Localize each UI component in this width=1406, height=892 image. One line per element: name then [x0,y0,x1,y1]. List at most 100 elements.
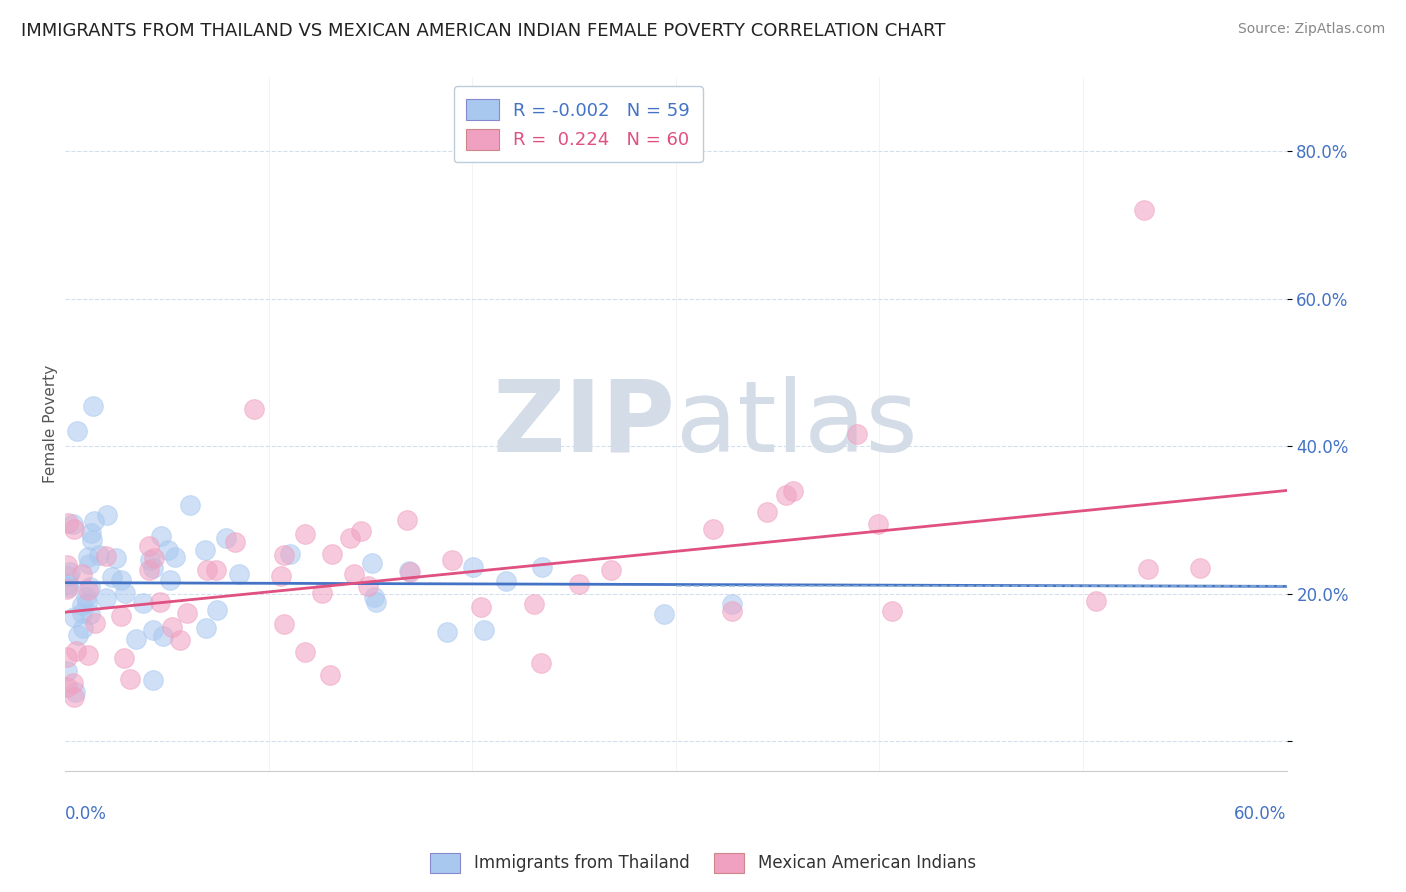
Point [568,577,591,591]
Point [56,569,79,583]
Point [242,402,264,417]
Text: 60.0%: 60.0% [1234,805,1286,823]
Point [62,517,84,532]
Point [143,550,166,565]
Point [311,586,333,600]
Point [63,610,86,624]
Point [70,598,93,612]
Point [294,526,316,541]
Point [110,573,132,587]
Point [775,488,797,502]
Point [56,680,79,694]
Point [65,425,87,439]
Point [150,529,173,543]
Point [63,690,86,705]
Point [94,591,117,605]
Point [1133,203,1156,218]
Point [721,597,744,611]
Point [62,676,84,690]
Point [101,570,124,584]
Point [82,399,104,413]
Point [474,624,496,638]
Point [339,531,361,545]
Point [77,583,100,598]
Point [523,597,546,611]
Point [176,606,198,620]
Point [205,603,228,617]
Point [530,656,553,670]
Point [83,615,105,630]
Point [77,648,100,662]
Point [63,685,86,699]
Point [530,560,553,574]
Point [56,582,79,596]
Point [72,622,94,636]
Point [357,579,380,593]
Text: 0.0%: 0.0% [65,805,107,823]
Point [228,567,250,582]
Point [152,629,174,643]
Point [77,550,100,565]
Point [194,543,217,558]
Point [75,590,97,604]
Point [63,522,86,536]
Point [702,522,724,536]
Point [364,594,387,608]
Point [224,535,246,549]
Point [96,508,118,522]
Point [273,549,295,563]
Point [270,569,292,583]
Point [1188,561,1211,575]
Text: IMMIGRANTS FROM THAILAND VS MEXICAN AMERICAN INDIAN FEMALE POVERTY CORRELATION C: IMMIGRANTS FROM THAILAND VS MEXICAN AMER… [21,22,946,40]
Point [59,566,82,580]
Point [118,673,141,687]
Point [360,556,382,570]
Point [163,550,186,565]
Point [782,483,804,498]
Point [654,607,676,622]
Point [880,603,903,617]
Point [600,563,623,577]
Point [495,574,517,589]
Point [56,664,79,678]
Point [294,645,316,659]
Point [179,498,201,512]
Point [125,632,148,646]
Point [132,596,155,610]
Point [56,580,79,594]
Point [77,558,100,572]
Point [70,606,93,620]
Point [169,632,191,647]
Point [461,560,484,574]
Point [350,524,373,538]
Point [56,558,79,572]
Legend: R = -0.002   N = 59, R =  0.224   N = 60: R = -0.002 N = 59, R = 0.224 N = 60 [454,87,703,162]
Point [139,553,162,567]
Point [363,590,385,604]
Point [56,649,79,664]
Point [342,567,364,582]
Point [56,577,79,591]
Point [142,623,165,637]
Point [319,667,342,681]
Point [215,531,238,545]
Point [79,607,101,621]
Point [82,533,104,548]
Point [87,548,110,562]
Point [194,621,217,635]
Point [159,573,181,587]
Point [65,643,87,657]
Point [112,650,135,665]
Point [160,620,183,634]
Text: atlas: atlas [676,376,918,473]
Point [1136,562,1159,576]
Point [321,547,343,561]
Text: Source: ZipAtlas.com: Source: ZipAtlas.com [1237,22,1385,37]
Point [138,539,160,553]
Point [142,673,165,687]
Point [70,567,93,582]
Point [436,625,458,640]
Point [273,616,295,631]
Text: ZIP: ZIP [494,376,676,473]
Point [205,563,228,577]
